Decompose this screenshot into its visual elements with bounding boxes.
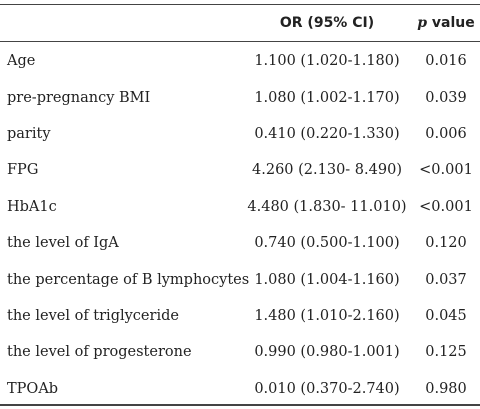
row-or-ci: 0.410 (0.220-1.330): [254, 125, 400, 142]
row-p-value: <0.001: [419, 198, 473, 215]
row-variable: HbA1c: [7, 198, 57, 215]
header-rule: [0, 41, 480, 42]
row-variable: the percentage of B lymphocytes: [7, 271, 250, 288]
row-variable: pre-pregnancy BMI: [7, 89, 151, 106]
row-p-value: 0.037: [425, 271, 467, 288]
table-row: FPG 4.260 (2.130- 8.490) <0.001: [0, 152, 480, 188]
row-or-ci: 1.100 (1.020-1.180): [254, 53, 400, 70]
row-or-ci: 4.260 (2.130- 8.490): [252, 162, 402, 179]
table-row: the level of IgA 0.740 (0.500-1.100) 0.120: [0, 225, 480, 261]
header-p-italic: p: [417, 15, 428, 31]
table-row: TPOAb 0.010 (0.370-2.740) 0.980: [0, 371, 480, 407]
row-variable: FPG: [7, 162, 39, 179]
row-or-ci: 0.990 (0.980-1.001): [254, 344, 400, 361]
row-or-ci: 4.480 (1.830- 11.010): [247, 198, 407, 215]
odds-ratio-table: OR (95% CI) p value Age 1.100 (1.020-1.18…: [0, 5, 480, 407]
table-row: the level of progesterone 0.990 (0.980-1.…: [0, 334, 480, 370]
row-variable: the level of progesterone: [7, 344, 192, 361]
row-variable: Age: [7, 53, 36, 70]
row-p-value: 0.016: [425, 53, 467, 70]
row-variable: the level of triglyceride: [7, 307, 179, 324]
row-or-ci: 0.740 (0.500-1.100): [254, 235, 400, 252]
row-or-ci: 1.480 (1.010-2.160): [254, 307, 400, 324]
row-variable: TPOAb: [7, 380, 59, 397]
header-row: OR (95% CI) p value: [0, 5, 480, 41]
table-row: the level of triglyceride 1.480 (1.010-2.…: [0, 298, 480, 334]
row-p-value: 0.045: [425, 307, 467, 324]
header-or-ci: OR (95% CI): [279, 15, 375, 31]
row-variable: the level of IgA: [7, 235, 119, 252]
top-rule: [0, 4, 480, 5]
bottom-rule: [0, 404, 480, 406]
row-p-value: 0.980: [425, 380, 467, 397]
row-p-value: <0.001: [419, 162, 473, 179]
table-body: Age 1.100 (1.020-1.180) 0.016 pre-pregnancy…: [0, 41, 480, 407]
table-row: Age 1.100 (1.020-1.180) 0.016: [0, 41, 480, 79]
row-or-ci: 1.080 (1.002-1.170): [254, 89, 400, 106]
header-p-value: p value: [412, 5, 480, 41]
table-row: HbA1c 4.480 (1.830- 11.010) <0.001: [0, 189, 480, 225]
header-variable: [0, 5, 242, 41]
header-p-rest: value: [427, 15, 475, 31]
row-or-ci: 1.080 (1.004-1.160): [254, 271, 400, 288]
row-p-value: 0.006: [425, 125, 467, 142]
row-or-ci: 0.010 (0.370-2.740): [254, 380, 400, 397]
table-row: pre-pregnancy BMI 1.080 (1.002-1.170) 0.03…: [0, 79, 480, 115]
row-p-value: 0.120: [425, 235, 467, 252]
row-p-value: 0.125: [425, 344, 467, 361]
row-variable: parity: [7, 125, 51, 142]
table-row: parity 0.410 (0.220-1.330) 0.006: [0, 116, 480, 152]
row-p-value: 0.039: [425, 89, 467, 106]
table-row: the percentage of B lymphocytes 1.080 (1.…: [0, 261, 480, 297]
